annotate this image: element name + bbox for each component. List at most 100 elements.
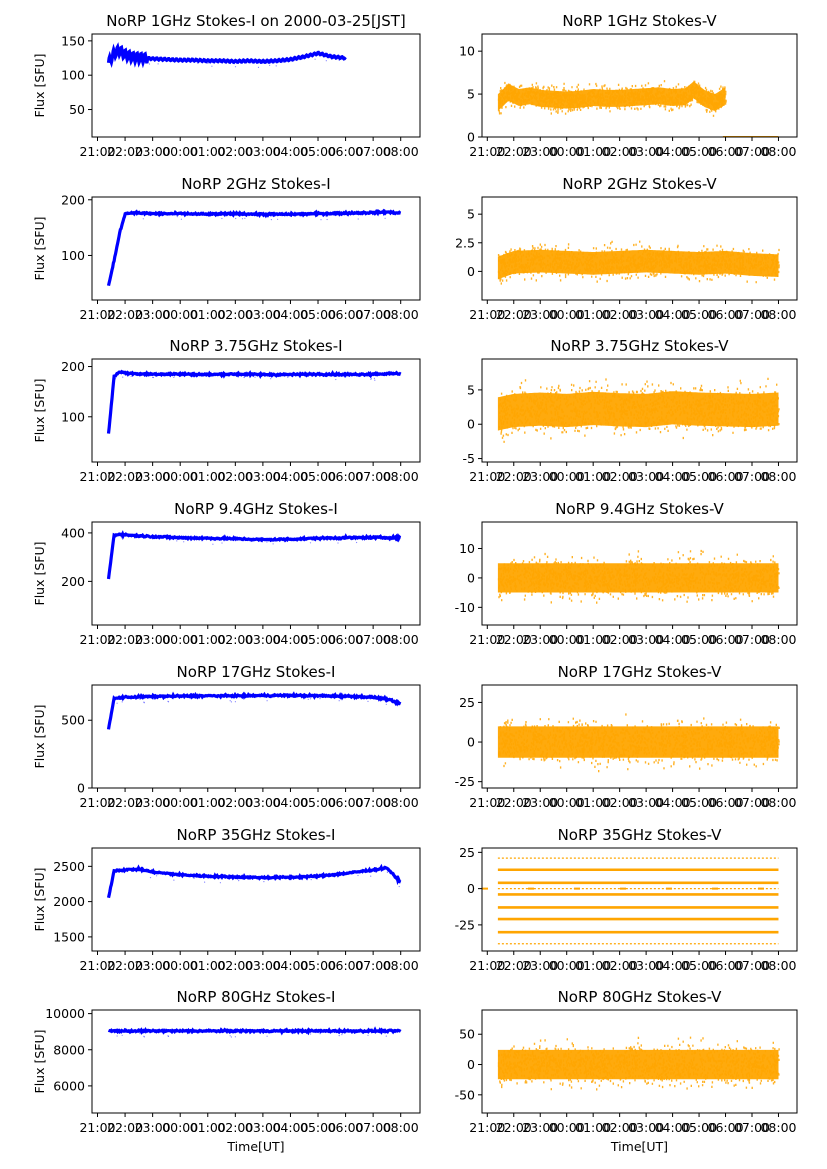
data-point [303, 538, 305, 540]
data-point [241, 218, 244, 220]
data-point [185, 538, 187, 540]
x-tick-label: 23:00 [522, 144, 558, 159]
panel-v3: NoRP 3.75GHz Stokes-V -5 0 5 21:0022:0023:00… [463, 337, 798, 484]
panel-title: NoRP 1GHz Stokes-V [562, 12, 717, 30]
x-tick-label: 22:00 [107, 307, 143, 322]
y-tick-label: 200 [61, 359, 85, 374]
y-tick-label: 6000 [53, 1078, 85, 1093]
y-tick-label: 10 [459, 44, 475, 59]
scatter-core [497, 249, 779, 280]
data-point [245, 61, 247, 64]
x-tick-label: 08:00 [760, 1120, 796, 1135]
panel-title: NoRP 35GHz Stokes-I [177, 826, 336, 844]
data-point [130, 375, 132, 377]
panel-i3: NoRP 3.75GHz Stokes-I Flux [SFU] 100 200 21:… [32, 337, 421, 484]
x-tick-label: 01:00 [575, 632, 611, 647]
data-point [310, 879, 312, 881]
data-point [263, 62, 265, 64]
x-tick-label: 01:00 [190, 958, 226, 973]
x-tick-label: 22:00 [107, 958, 143, 973]
x-tick-label: 23:00 [135, 144, 171, 159]
x-tick-label: 07:00 [734, 144, 770, 159]
data-point [357, 874, 359, 877]
data-point [142, 218, 144, 220]
data-point [114, 378, 117, 380]
data-point [302, 57, 304, 59]
x-tick-label: 08:00 [383, 795, 419, 810]
x-tick-label: 23:00 [135, 307, 171, 322]
series-line [106, 863, 402, 899]
data-point [257, 66, 260, 68]
data-point [335, 378, 337, 381]
panel-v2: NoRP 2GHz Stokes-V 0 2.5 5 21:0022:0023:0000… [455, 175, 798, 322]
data-point [381, 373, 383, 375]
x-tick-label: 06:00 [708, 632, 744, 647]
scatter-core [497, 726, 779, 758]
y-tick-label: 0 [467, 1057, 475, 1072]
data-point [338, 59, 340, 61]
panel-title: NoRP 80GHz Stokes-V [558, 988, 723, 1006]
data-point [373, 377, 375, 379]
data-point [290, 539, 292, 541]
data-layer [497, 713, 780, 773]
data-point [174, 61, 176, 63]
panel-title: NoRP 80GHz Stokes-I [177, 988, 336, 1006]
x-tick-label: 02:00 [602, 307, 638, 322]
data-point [167, 701, 170, 703]
data-point [337, 375, 340, 377]
panel-title: NoRP 3.75GHz Stokes-V [550, 337, 729, 355]
data-point [263, 881, 265, 883]
data-point [319, 1033, 321, 1035]
data-point [135, 698, 137, 701]
x-tick-label: 21:00 [79, 632, 115, 647]
data-point [183, 541, 185, 543]
data-point [326, 218, 328, 221]
x-tick-label: 03:00 [245, 632, 281, 647]
x-tick-label: 01:00 [190, 307, 226, 322]
data-point [121, 1034, 123, 1036]
x-tick-label: 01:00 [575, 795, 611, 810]
y-tick-label: 0 [467, 570, 475, 585]
series-line [106, 691, 402, 730]
data-point [229, 700, 231, 702]
x-tick-label: 05:00 [300, 795, 336, 810]
x-tick-label: 08:00 [383, 632, 419, 647]
y-tick-label: 200 [61, 192, 85, 207]
panel-title: NoRP 17GHz Stokes-I [177, 663, 336, 681]
data-layer [497, 80, 779, 137]
x-tick-label: 04:00 [655, 795, 691, 810]
data-layer [497, 377, 780, 443]
data-point [251, 374, 254, 376]
data-point [111, 272, 113, 274]
series-line [107, 1026, 402, 1036]
data-point [116, 1035, 118, 1037]
data-point [230, 1036, 232, 1038]
plot-frame [481, 196, 798, 301]
data-point [370, 378, 372, 380]
data-point [211, 65, 213, 67]
x-tick-label: 06:00 [708, 469, 744, 484]
x-tick-label: 02:00 [602, 958, 638, 973]
plot-frame [481, 847, 798, 952]
y-tick-label: 0 [467, 130, 475, 145]
x-tick-label: 03:00 [245, 144, 281, 159]
x-tick-label: 05:00 [681, 632, 717, 647]
panel-title: NoRP 9.4GHz Stokes-I [174, 500, 338, 518]
data-point [149, 877, 152, 879]
data-point [247, 60, 249, 63]
data-point [266, 1035, 268, 1037]
x-tick-label: 03:00 [245, 958, 281, 973]
y-axis-label: Flux [SFU] [32, 379, 47, 443]
data-point [386, 870, 388, 872]
y-tick-label: -5 [463, 451, 475, 466]
x-tick-label: 06:00 [328, 1120, 364, 1135]
data-point [240, 1031, 242, 1033]
data-point [356, 541, 358, 544]
data-point [162, 1033, 164, 1035]
data-point [266, 700, 268, 702]
x-tick-label: 04:00 [272, 144, 308, 159]
data-point [338, 700, 340, 702]
x-tick-label: 21:00 [79, 795, 115, 810]
data-point [234, 1036, 236, 1038]
